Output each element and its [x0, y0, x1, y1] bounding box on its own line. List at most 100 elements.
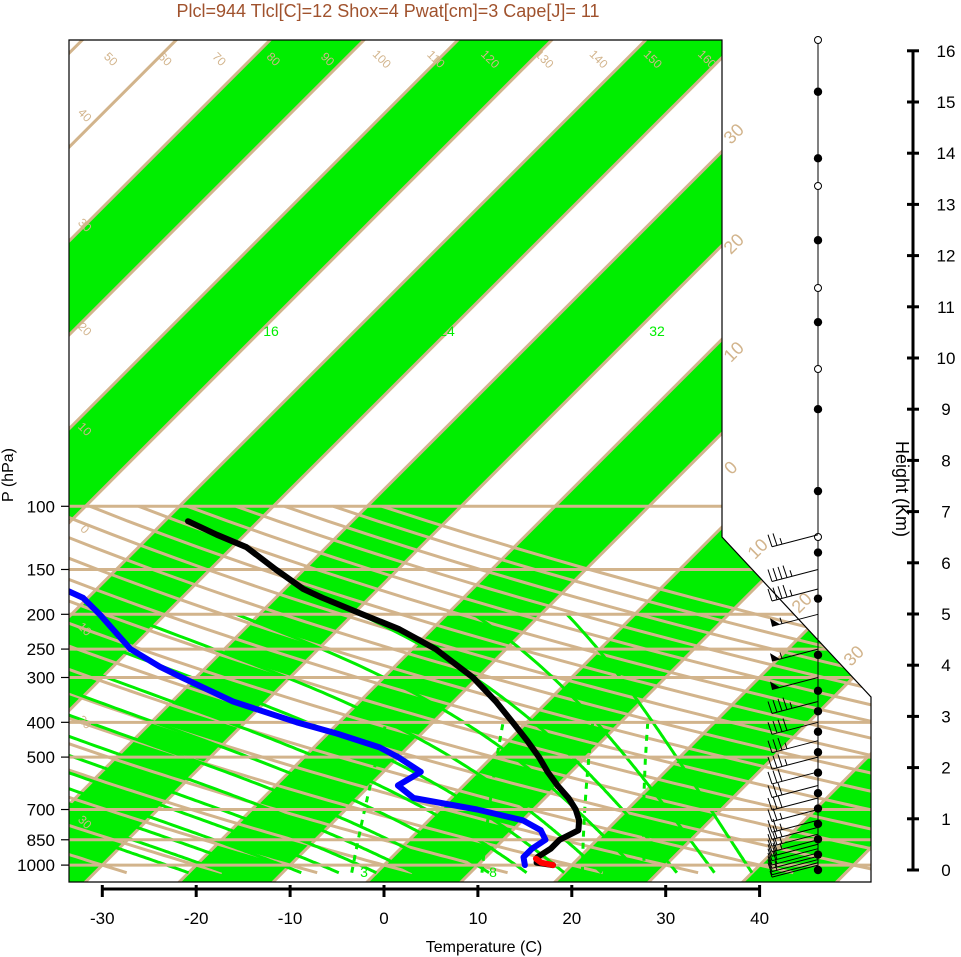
plot-area [69, 40, 871, 882]
height-tick-label: 0 [941, 861, 950, 880]
chart-title: Plcl=944 Tlcl[C]=12 Shox=4 Pwat[cm]=3 Ca… [176, 1, 599, 21]
dewpoint-line [69, 518, 549, 869]
wind-barb [767, 844, 773, 857]
wind-barb-shaft [771, 852, 819, 866]
moist-adiabat [565, 613, 754, 874]
pressure-tick-label: 100 [27, 497, 55, 516]
wind-barb [777, 698, 783, 712]
wind-barb-shaft [771, 534, 819, 548]
isotherm-band [69, 40, 592, 882]
height-tick-label: 7 [941, 503, 950, 522]
height-open-dot [814, 365, 822, 373]
wind-barb [767, 569, 773, 582]
dry-adiabat [69, 505, 223, 875]
isotherm-label: 20 [720, 230, 748, 258]
height-tick-label: 9 [941, 400, 950, 419]
dry-adiabat [69, 504, 871, 875]
wind-barb [772, 847, 778, 860]
wind-half-barb [779, 652, 783, 659]
isotherm-line [69, 40, 593, 882]
isotherm-line [69, 40, 312, 882]
isotherm-line [69, 40, 406, 882]
isotherm-band [69, 40, 780, 882]
mixing-ratio-label: 24 [439, 323, 455, 339]
wind-barb [767, 859, 773, 872]
mixing-ratio-lines [69, 612, 754, 875]
moist-adiabat [121, 612, 603, 874]
height-tick-label: 10 [937, 349, 956, 368]
moist-adiabat [69, 688, 302, 875]
pressure-axis: 100 150 200 250 300 400 500 700 850 1000 [17, 497, 69, 875]
dry-adiabat [69, 504, 871, 875]
pressure-tick-label: 500 [27, 748, 55, 767]
wind-pennant [770, 653, 780, 662]
temperature-line [185, 518, 583, 869]
height-open-dot [814, 36, 822, 44]
dry-adiabat [69, 504, 871, 875]
x-tick-label: -20 [184, 909, 209, 928]
wind-barb-shaft [771, 862, 819, 876]
wind-barb-shaft [771, 568, 819, 582]
wind-barb [777, 782, 783, 796]
plot-frame [68, 39, 872, 883]
x-tick-label: 0 [379, 909, 388, 928]
dry-adiabat [69, 504, 794, 875]
moist-adiabat [69, 634, 453, 875]
wind-barb [772, 700, 778, 713]
wind-barb-shaft [771, 721, 819, 735]
wind-barb [772, 755, 778, 768]
mixing-ratio-line [350, 721, 388, 873]
wind-barb [767, 834, 773, 847]
mixing-ratio-line [480, 722, 505, 873]
isotherm-line [441, 40, 871, 882]
mixing-ratio-label: 3 [360, 864, 368, 880]
wind-barb-shaft [771, 833, 819, 847]
x-tick-label: 20 [562, 909, 581, 928]
wind-half-barb [779, 537, 783, 545]
profile-series [69, 518, 583, 869]
height-axis-label: Height (Km) [892, 441, 912, 537]
height-dot [813, 865, 823, 875]
height-tick-label: 15 [937, 93, 956, 112]
wind-barb-shaft [771, 855, 819, 869]
moist-adiabat [235, 612, 641, 874]
wind-barb [772, 784, 778, 797]
dry-adiabat [69, 504, 871, 875]
x-tick-label: -30 [90, 909, 115, 928]
wind-barb [767, 809, 773, 822]
isotherm-line [254, 40, 871, 882]
height-tick-label: 5 [941, 605, 950, 624]
dry-adiabat [69, 505, 318, 875]
height-dot [813, 548, 823, 557]
wind-barb [782, 565, 788, 578]
pressure-tick-label: 250 [27, 640, 55, 659]
isotherm-band [161, 40, 871, 882]
wind-half-barb [779, 812, 783, 820]
height-dot [813, 727, 823, 736]
isotherm-band [69, 40, 871, 882]
isotherm-band [536, 40, 871, 882]
dry-adiabat [186, 504, 871, 875]
isotherm-label: 10 [720, 338, 748, 366]
wind-barb-shaft [771, 843, 819, 857]
wind-barb [772, 739, 778, 752]
wind-barb-shaft [771, 839, 819, 853]
height-tick-label: 2 [941, 759, 950, 778]
wind-barb [767, 820, 773, 833]
wind-barb [772, 533, 778, 546]
moist-adiabat [472, 613, 716, 874]
wind-pennant [770, 618, 780, 627]
wind-pennant [770, 681, 780, 690]
moist-adiabat [69, 676, 340, 875]
wind-barb [772, 851, 778, 864]
wind-barb [767, 852, 773, 866]
wind-half-barb [779, 823, 783, 830]
dry-adiabat [69, 504, 871, 875]
isotherm-label: 70 [210, 49, 230, 69]
height-tick-label: 4 [941, 656, 950, 675]
x-tick-label: 10 [468, 909, 487, 928]
height-tick-label: 14 [937, 144, 956, 163]
dry-adiabat [235, 504, 871, 875]
height-tick-label: 3 [941, 707, 950, 726]
